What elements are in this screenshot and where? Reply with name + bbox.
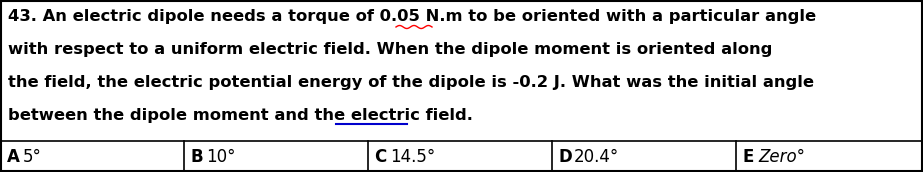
Text: A: A (7, 148, 20, 166)
Text: 5°: 5° (23, 148, 42, 166)
Text: E: E (742, 148, 753, 166)
Text: D: D (558, 148, 571, 166)
Text: C: C (374, 148, 386, 166)
Text: between the dipole moment and the electric field.: between the dipole moment and the electr… (8, 108, 473, 123)
Text: 43. An electric dipole needs a torque of 0.05 N.m to be oriented with a particul: 43. An electric dipole needs a torque of… (8, 9, 816, 24)
Text: B: B (190, 148, 203, 166)
Text: 20.4°: 20.4° (574, 148, 619, 166)
Text: the field, the electric potential energy of the dipole is -0.2 J. What was the i: the field, the electric potential energy… (8, 75, 814, 90)
Text: 14.5°: 14.5° (390, 148, 436, 166)
Text: Zero°: Zero° (758, 148, 805, 166)
Text: 10°: 10° (206, 148, 235, 166)
Text: with respect to a uniform electric field. When the dipole moment is oriented alo: with respect to a uniform electric field… (8, 42, 773, 57)
